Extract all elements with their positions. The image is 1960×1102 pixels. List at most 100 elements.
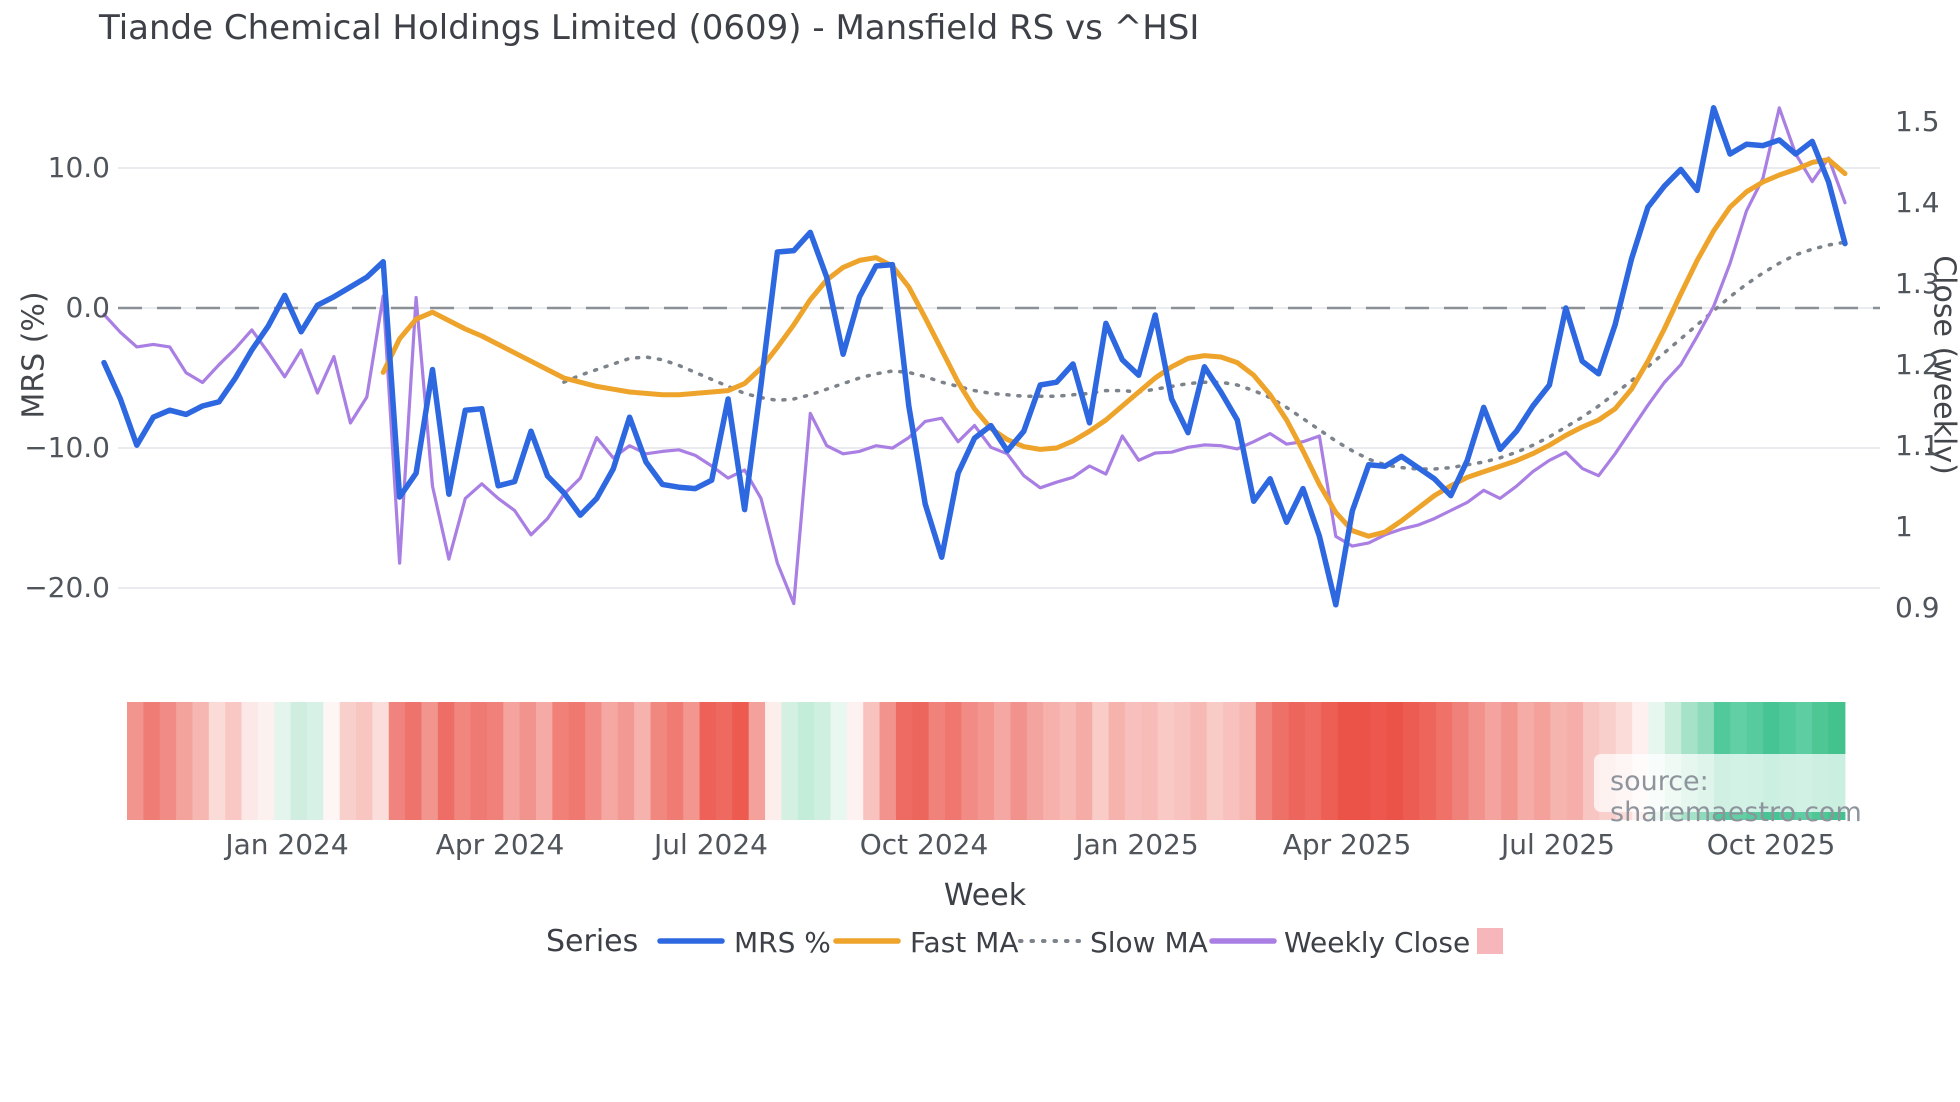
watermark-box [1594, 754, 1946, 812]
heatmap-cell [356, 702, 373, 820]
heatmap-cell [732, 702, 750, 820]
heatmap-cell [1206, 702, 1224, 820]
heatmap-cell [225, 702, 243, 820]
heatmap-cell [1517, 702, 1535, 820]
heatmap-cell [634, 702, 652, 820]
heatmap-cell [699, 702, 717, 820]
y-right-tick: 1 [1895, 509, 1913, 543]
heatmap-cell [470, 702, 488, 820]
heatmap-cell [1288, 702, 1306, 820]
heatmap-cell [1059, 702, 1077, 820]
heatmap-cell [1566, 702, 1584, 820]
y-right-tick: 1.1 [1895, 428, 1940, 462]
heatmap-cell [928, 702, 946, 820]
heatmap-cell [1304, 702, 1322, 820]
legend-item-label: Fast MA [910, 926, 1019, 959]
heatmap-cell [797, 702, 815, 820]
heatmap-cell [814, 702, 832, 820]
heatmap-cell [437, 702, 455, 820]
x-tick: Apr 2025 [1282, 828, 1412, 861]
heatmap-cell [1354, 702, 1371, 820]
heatmap-cell [274, 702, 292, 820]
legend-item-label: Slow MA [1090, 926, 1208, 959]
heatmap-cell [879, 702, 897, 820]
y-left-tick: 0.0 [65, 291, 110, 324]
heatmap-cell [1272, 702, 1290, 820]
chart-title: Tiande Chemical Holdings Limited (0609) … [99, 8, 1200, 48]
series-mrs- [101, 105, 1848, 608]
heatmap-cell [257, 702, 275, 820]
heatmap-cell [486, 702, 504, 820]
x-tick: Apr 2024 [435, 828, 565, 861]
legend-item-label: MRS % [734, 926, 831, 959]
x-tick: Jan 2024 [225, 828, 349, 861]
heatmap-cell [1190, 702, 1208, 820]
y-left-tick: 10.0 [47, 151, 110, 184]
heatmap-cell [1452, 702, 1470, 820]
heatmap-cell [994, 702, 1012, 820]
heatmap-cell [1337, 702, 1355, 820]
legend: Series MRS % Fast MA Slow MA Weekly Close [0, 924, 1960, 960]
heatmap-cell [290, 702, 308, 820]
heatmap-cell [568, 702, 586, 820]
heatmap-cell [1419, 702, 1437, 820]
heatmap-cell [1501, 702, 1519, 820]
heatmap-cell [1092, 702, 1110, 820]
heatmap-cell [1010, 702, 1028, 820]
heatmap-cell [1141, 702, 1159, 820]
heatmap-cell [977, 702, 995, 820]
heatmap-cell [1255, 702, 1273, 820]
heatmap-cell [192, 702, 210, 820]
heatmap-cell [127, 702, 144, 820]
heatmap-cell [1468, 702, 1486, 820]
series-slow-ma [562, 240, 1847, 471]
heatmap-cell [863, 702, 881, 820]
y-left-tick: −20.0 [24, 571, 110, 604]
heatmap-cell [1533, 702, 1551, 820]
heatmap-cell [1321, 702, 1339, 820]
heatmap-cell [1026, 702, 1044, 820]
heatmap-cell [683, 702, 701, 820]
heatmap-cell [830, 702, 848, 820]
heatmap-cell [1174, 702, 1191, 820]
heatmap-cell [503, 702, 521, 820]
series-fast-ma [380, 157, 1848, 539]
heatmap-cell [715, 702, 733, 820]
heatmap-cell [372, 702, 390, 820]
y-right-tick: 0.9 [1895, 590, 1940, 624]
heatmap-cell [1484, 702, 1502, 820]
y-right-tick: 1.5 [1895, 104, 1940, 138]
heatmap-cell [306, 702, 324, 820]
heatmap-cell [912, 702, 930, 820]
heatmap-cell [748, 702, 766, 820]
x-axis-title: Week [943, 878, 1027, 913]
heatmap-cell [1108, 702, 1126, 820]
heatmap-cell [208, 702, 226, 820]
heatmap-cell [454, 702, 472, 820]
heatmap-cell [585, 702, 603, 820]
heatmap-cell [945, 702, 962, 820]
heatmap-cell [405, 702, 423, 820]
heatmap-cell [1370, 702, 1388, 820]
legend-title: Series [546, 924, 639, 959]
x-tick: Oct 2024 [859, 828, 989, 861]
heatmap-cell [536, 702, 553, 820]
heatmap-cell [895, 702, 913, 820]
source-watermark: source: sharemaestro.com [1610, 766, 1862, 828]
x-tick: Oct 2025 [1706, 828, 1836, 861]
heatmap-cell [339, 702, 357, 820]
heatmap-cell [846, 702, 864, 820]
heatmap-cell [650, 702, 668, 820]
heatmap-cell [1043, 702, 1061, 820]
y-right-tick: 1.2 [1895, 347, 1940, 381]
heatmap-cell [1124, 702, 1142, 820]
heatmap-cell [666, 702, 684, 820]
heatmap-cell [421, 702, 439, 820]
y-right-tick: 1.3 [1895, 266, 1940, 300]
heatmap-cell [241, 702, 259, 820]
legend-swatch-square [1477, 928, 1503, 954]
heatmap-cell [388, 702, 406, 820]
heatmap-cell [159, 702, 177, 820]
